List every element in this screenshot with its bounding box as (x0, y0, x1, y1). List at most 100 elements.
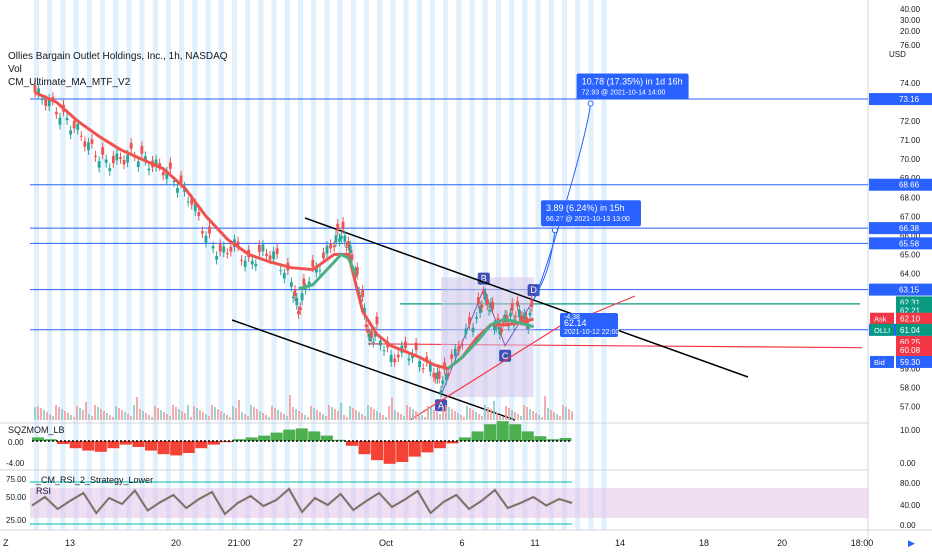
candle-body (126, 154, 129, 163)
price-badge-label: 59.30 (900, 358, 921, 367)
candle-body (487, 310, 491, 312)
session-stripe (364, 0, 369, 530)
sqz-bar (258, 435, 271, 441)
volume-bar (130, 416, 132, 420)
session-stripe (192, 0, 198, 530)
candle-body (44, 99, 48, 106)
volume-bar (439, 414, 441, 420)
indicator-ma[interactable]: CM_Ultimate_MA_MTF_V2 (8, 77, 131, 88)
price-axis[interactable]: 40.0030.0020.0076.0074.0073.0072.0071.00… (869, 5, 932, 412)
candle-body (97, 161, 101, 168)
candle-body (165, 171, 169, 179)
volume-bar (331, 407, 333, 420)
candle-body (190, 198, 194, 205)
price-tick-top: 30.00 (900, 16, 921, 25)
volume-bar (478, 414, 480, 420)
projection-labels[interactable]: 3.89 (6.24%) in 15h 66.27 @ 2021-10-13 13… (533, 73, 689, 337)
volume-bar (211, 405, 213, 420)
level-badge (869, 237, 932, 250)
candle-body (136, 161, 140, 168)
volume-bar (442, 406, 444, 420)
sqz-bar (94, 441, 107, 452)
sqz-bar (345, 441, 359, 446)
volume-bar (469, 408, 471, 420)
candle-body (403, 341, 407, 349)
candle-body (489, 302, 493, 308)
candle-body (441, 380, 445, 384)
candle-body (436, 372, 439, 379)
candle-body (204, 235, 208, 243)
candle-body (222, 246, 226, 253)
volume-bar (235, 408, 237, 420)
volume-bar (547, 408, 549, 420)
volume-bar (433, 410, 435, 420)
session-stripe (548, 0, 554, 530)
sqz-bar (220, 441, 233, 443)
candle-body (65, 118, 69, 121)
pattern-point-label: D (530, 285, 537, 295)
candle-body (108, 168, 112, 172)
current-box (560, 313, 618, 337)
volume-bar (166, 414, 168, 420)
candle-body (200, 231, 204, 234)
price-tick: 76.00 (900, 41, 921, 50)
volume-bar (532, 411, 534, 420)
session-stripe (205, 0, 211, 530)
session-stripe (47, 0, 53, 530)
time-axis[interactable]: 13 20 21:00 27 Oct 6 11 14 18 20 18:00 (65, 538, 873, 548)
sqz-name[interactable]: SQZMOM_LB (8, 425, 65, 435)
timezone-button[interactable]: Z (3, 538, 9, 548)
price-badge-label: 60.25 (900, 338, 921, 347)
volume-bar (370, 407, 372, 420)
volume-bar (34, 407, 36, 420)
candle-body (514, 316, 518, 318)
level-badge (869, 178, 932, 191)
volume-bar (385, 417, 387, 420)
volume-bar (565, 407, 567, 420)
sqz-bar (57, 441, 70, 444)
volume-bar (475, 412, 477, 420)
volume-bar (445, 405, 447, 420)
volume-bar (157, 408, 159, 420)
current-prefix: -4.38 (564, 314, 580, 321)
session-stripe (245, 0, 251, 530)
candle-body (87, 142, 90, 151)
sqz-bar (320, 435, 333, 441)
volume-bar (100, 409, 102, 420)
candle-body (475, 316, 479, 319)
volume-bar (337, 411, 339, 420)
rsi-sub[interactable]: RSI (36, 486, 51, 496)
candle-body (193, 203, 197, 212)
indicator-vol[interactable]: Vol (8, 64, 22, 75)
price-badge (896, 323, 932, 336)
candle-body (498, 327, 502, 335)
volume-bar (163, 412, 165, 420)
sqz-axis-tick: 0.00 (900, 459, 916, 468)
rsi-tick: 75.00 (6, 475, 27, 484)
time-tick: 18 (699, 538, 709, 548)
harmonic-pattern[interactable]: A B C D (435, 272, 540, 412)
projection-subtext: 66.27 @ 2021-10-13 13:00 (546, 216, 630, 223)
go-to-realtime-button[interactable]: ▶ (908, 538, 915, 548)
rsi-name[interactable]: _CM_RSI_2_Strategy_Lower (35, 475, 153, 485)
volume-bar (40, 408, 42, 420)
candle-body (484, 292, 487, 301)
candle-body (371, 341, 375, 343)
volume-bar (328, 405, 330, 420)
session-stripe (456, 0, 462, 530)
candle-body (225, 253, 229, 255)
volume-bar (151, 417, 153, 420)
candle-body (510, 303, 514, 311)
level-badge-label: 73.16 (899, 95, 920, 104)
price-tick: 64.00 (900, 269, 921, 278)
volume-bar (145, 413, 147, 420)
volume-bar (496, 413, 498, 420)
price-badge (896, 343, 932, 356)
price-badge-label: 62.10 (900, 315, 921, 324)
candle-body (444, 373, 448, 381)
volume-bar (244, 414, 246, 420)
price-tick-top: 20.00 (900, 27, 921, 36)
volume-bar (511, 410, 513, 420)
